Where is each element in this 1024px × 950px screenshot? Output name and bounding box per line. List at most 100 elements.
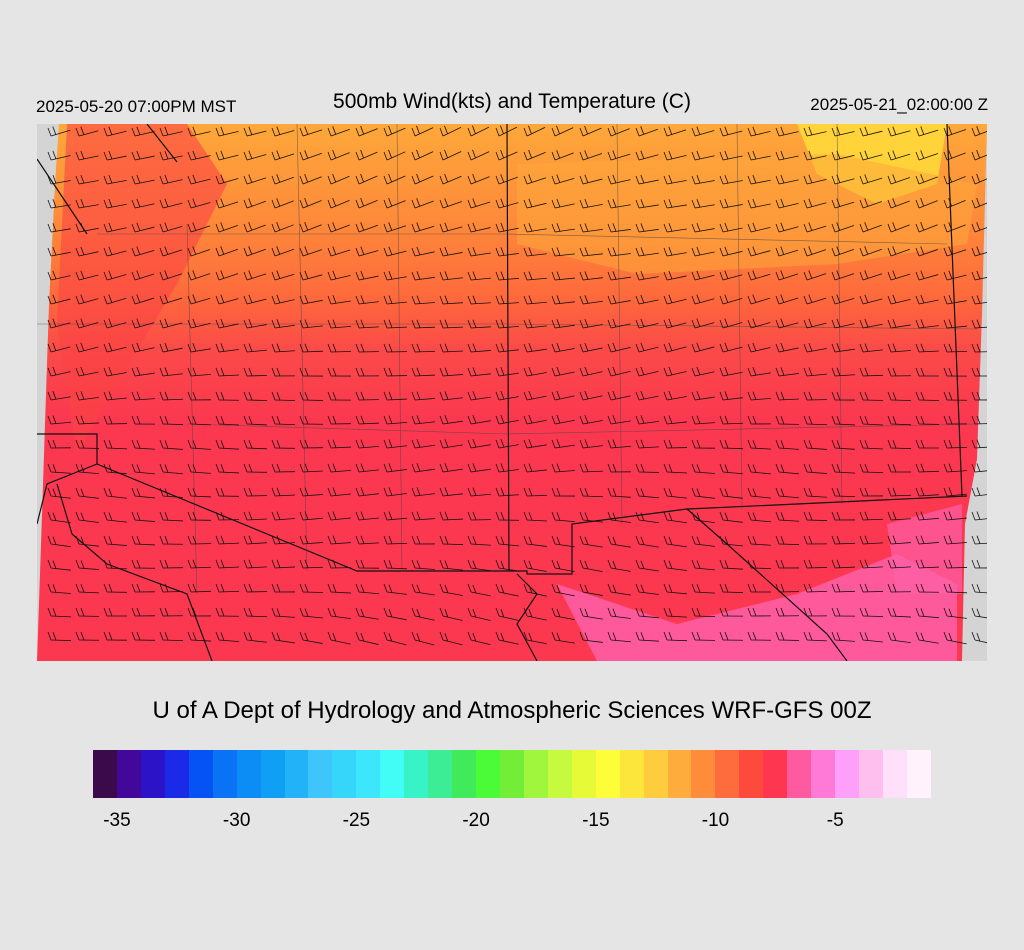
- wind-barb-feather: [500, 271, 505, 280]
- wind-barb: [974, 227, 987, 233]
- wind-barb-feather: [271, 271, 276, 281]
- wind-barb-feather: [668, 342, 673, 351]
- wind-barb-feather: [780, 512, 785, 521]
- wind-barb: [554, 543, 575, 548]
- wind-barb-feather: [635, 535, 640, 545]
- wind-barb: [638, 299, 659, 305]
- wind-barb-feather: [103, 559, 108, 569]
- wind-barb-feather: [444, 536, 449, 545]
- wind-barb: [414, 639, 435, 646]
- wind-barb: [274, 130, 295, 137]
- wind-barb: [638, 204, 659, 209]
- wind-barb-feather: [248, 174, 253, 183]
- wind-barb-feather: [304, 439, 309, 449]
- wind-barb-feather: [528, 149, 532, 159]
- wind-barb: [218, 273, 239, 281]
- wind-barb-feather: [271, 439, 276, 449]
- wind-barb-feather: [887, 175, 892, 185]
- wind-barb-feather: [439, 439, 444, 449]
- wind-barb-feather: [108, 583, 113, 593]
- wind-barb-feather: [215, 631, 220, 641]
- wind-barb: [974, 591, 987, 594]
- wind-barb-feather: [355, 439, 360, 449]
- wind-barb-feather: [887, 367, 892, 377]
- wind-barb-feather: [383, 367, 388, 377]
- wind-barb-feather: [551, 175, 556, 185]
- wind-barb-feather: [640, 560, 645, 569]
- wind-barb: [666, 639, 688, 642]
- wind-barb-feather: [299, 199, 304, 209]
- wind-barb-feather: [355, 319, 360, 329]
- wind-barb: [722, 297, 743, 305]
- wind-barb-feather: [864, 294, 869, 303]
- wind-barb-feather: [556, 174, 561, 183]
- wind-barb: [442, 444, 463, 449]
- wind-barb-feather: [355, 415, 360, 425]
- wind-barb-feather: [416, 343, 421, 352]
- wind-barb-feather: [271, 175, 276, 185]
- wind-barb-feather: [271, 487, 276, 497]
- wind-barb: [694, 251, 715, 257]
- wind-barb-feather: [915, 415, 920, 425]
- wind-barb-feather: [304, 222, 309, 231]
- wind-barb-feather: [747, 151, 752, 161]
- wind-barb-feather: [859, 295, 864, 305]
- wind-barb: [470, 252, 491, 257]
- wind-barb: [414, 276, 435, 281]
- wind-barb: [134, 398, 155, 401]
- wind-barb-feather: [724, 222, 729, 232]
- wind-barb-feather: [416, 439, 421, 448]
- wind-barb: [946, 176, 966, 185]
- wind-barb-feather: [864, 391, 869, 401]
- wind-barb-feather: [136, 440, 141, 449]
- wind-barb: [750, 155, 771, 161]
- wind-barb-feather: [948, 584, 953, 593]
- wind-barb-feather: [915, 535, 920, 545]
- wind-barb: [694, 422, 715, 425]
- wind-barb-feather: [780, 270, 785, 279]
- wind-barb-feather: [523, 199, 528, 209]
- wind-barb: [610, 347, 631, 353]
- wind-barb-feather: [859, 343, 864, 353]
- wind-barb-feather: [388, 198, 393, 207]
- wind-barb: [694, 322, 715, 329]
- wind-barb-feather: [248, 632, 253, 641]
- wind-barb-feather: [131, 151, 136, 161]
- wind-barb-feather: [808, 367, 813, 376]
- wind-barb: [554, 395, 575, 401]
- wind-barb-feather: [248, 416, 253, 425]
- wind-barb-feather: [612, 223, 617, 232]
- wind-barb-feather: [607, 535, 612, 545]
- wind-barb: [974, 178, 987, 185]
- wind-barb-feather: [500, 391, 505, 400]
- wind-barb-feather: [187, 607, 192, 617]
- wind-barb: [190, 202, 211, 209]
- wind-barb-feather: [416, 560, 421, 569]
- wind-barb: [442, 201, 463, 209]
- wind-barb-feather: [831, 367, 836, 377]
- wind-barb: [806, 471, 827, 474]
- wind-barb-feather: [579, 535, 584, 545]
- wind-barb: [134, 543, 155, 546]
- wind-barb-feather: [164, 318, 169, 327]
- wind-barb-feather: [752, 174, 757, 184]
- wind-barb: [190, 423, 211, 426]
- wind-barb: [890, 615, 911, 618]
- wind-barb: [386, 493, 407, 497]
- wind-barb-feather: [243, 559, 248, 569]
- wind-barb: [694, 567, 715, 571]
- wind-barb-feather: [187, 271, 192, 281]
- wind-barb: [386, 250, 407, 257]
- wind-barb: [582, 277, 603, 281]
- wind-barb-feather: [332, 559, 337, 569]
- wind-barb-feather: [691, 319, 696, 329]
- wind-barb-feather: [52, 512, 57, 521]
- wind-barb: [50, 155, 71, 161]
- wind-barb-feather: [943, 463, 948, 473]
- wind-barb: [638, 346, 659, 353]
- wind-barb-feather: [131, 439, 136, 449]
- wind-barb-feather: [159, 631, 164, 641]
- wind-barb-feather: [248, 343, 253, 352]
- wind-barb: [414, 567, 435, 570]
- wind-barb-feather: [864, 174, 869, 183]
